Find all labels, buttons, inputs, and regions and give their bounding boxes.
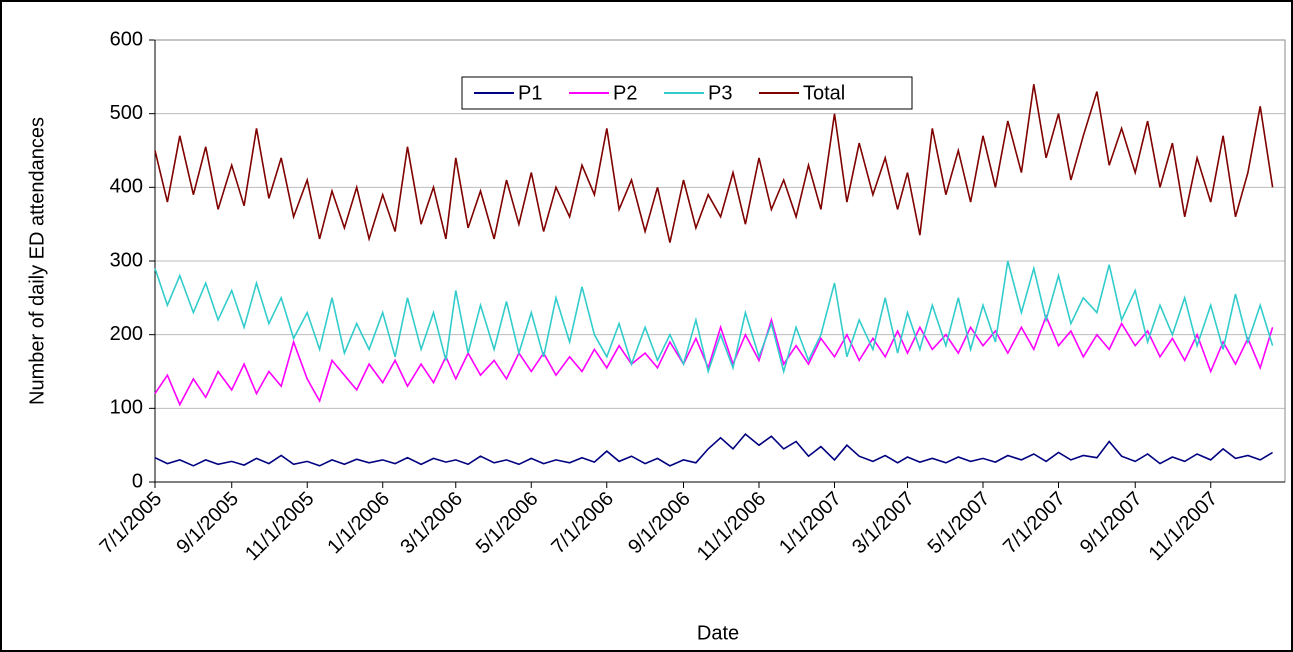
- y-tick-label: 300: [110, 249, 143, 271]
- y-tick-label: 600: [110, 28, 143, 50]
- y-tick-label: 0: [132, 470, 143, 492]
- y-tick-label: 200: [110, 323, 143, 345]
- series-line: [154, 260, 1274, 375]
- series-line: [154, 314, 1274, 407]
- series-line: [154, 84, 1274, 243]
- legend-label: P3: [708, 82, 732, 104]
- legend-label: P1: [518, 82, 542, 104]
- x-axis-title: Date: [697, 622, 739, 644]
- legend-label: P2: [613, 82, 637, 104]
- y-tick-label: 100: [110, 397, 143, 419]
- y-axis-title: Number of daily ED attendances: [26, 117, 48, 405]
- y-tick-label: 400: [110, 176, 143, 198]
- y-tick-label: 500: [110, 102, 143, 124]
- series-line: [154, 432, 1274, 467]
- legend-label: Total: [803, 82, 845, 104]
